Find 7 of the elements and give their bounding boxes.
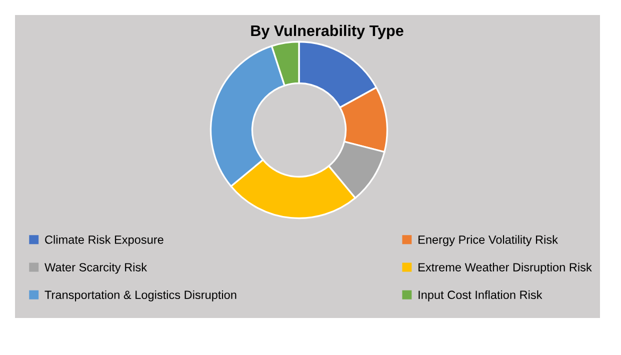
legend-label: Climate Risk Exposure <box>45 235 164 246</box>
legend-label: Input Cost Inflation Risk <box>418 290 542 302</box>
chart-title: By Vulnerability Type <box>251 24 404 40</box>
legend-label: Transportation & Logistics Disruption <box>44 290 236 302</box>
legend-label: Water Scarcity Risk <box>44 262 148 274</box>
legend-label: Extreme Weather Disruption Risk <box>418 262 592 274</box>
legend-label: Energy Price Volatility Risk <box>418 235 558 246</box>
